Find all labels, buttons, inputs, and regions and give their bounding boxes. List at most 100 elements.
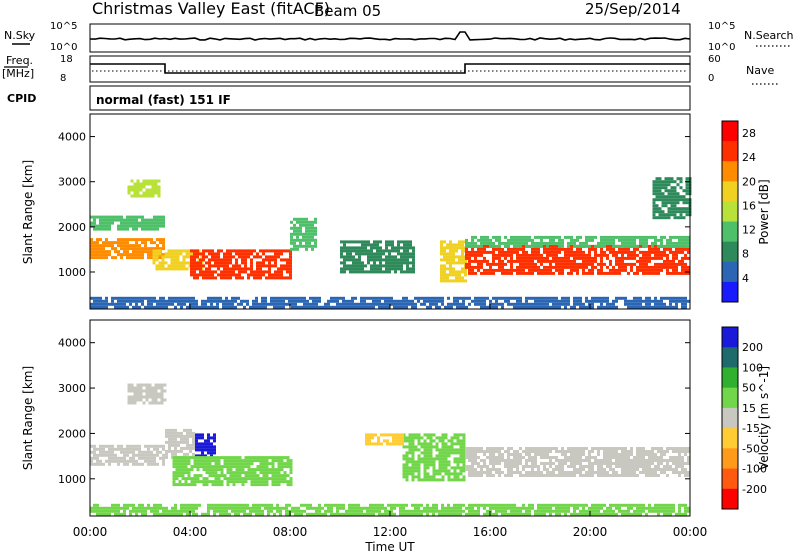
heatmap-cell: [452, 249, 455, 253]
heatmap-cell: [600, 302, 603, 306]
heatmap-cell: [462, 305, 465, 309]
heatmap-cell: [311, 232, 314, 236]
heatmap-cell: [516, 506, 519, 510]
heatmap-cell: [246, 512, 249, 516]
heatmap-cell: [486, 450, 489, 453]
velocity-y-label: Slant Range [km]: [21, 366, 35, 470]
heatmap-cell: [184, 471, 188, 475]
heatmap-cell: [423, 445, 427, 449]
heatmap-cell: [519, 247, 522, 251]
heatmap-cell: [223, 462, 227, 466]
heatmap-cell: [381, 503, 384, 507]
heatmap-cell: [654, 250, 657, 254]
heatmap-cell: [411, 451, 415, 455]
heatmap-cell: [189, 503, 192, 507]
heatmap-cell: [670, 207, 674, 211]
heatmap-cell: [357, 509, 360, 513]
heatmap-cell: [247, 459, 251, 463]
heatmap-cell: [376, 255, 379, 259]
heatmap-cell: [171, 449, 174, 453]
heatmap-cell: [666, 468, 669, 471]
heatmap-cell: [676, 177, 680, 181]
heatmap-cell: [516, 259, 519, 263]
heatmap-cell: [519, 459, 522, 462]
heatmap-cell: [652, 201, 656, 205]
heatmap-cell: [468, 447, 471, 450]
heatmap-cell: [358, 240, 361, 244]
heatmap-cell: [198, 445, 201, 449]
heatmap-cell: [374, 442, 377, 446]
heatmap-cell: [261, 503, 264, 507]
heatmap-cell: [570, 244, 573, 248]
heatmap-cell: [531, 459, 534, 462]
heatmap-cell: [537, 506, 540, 510]
heatmap-cell: [306, 503, 309, 507]
heatmap-cell: [687, 456, 690, 459]
heatmap-cell: [438, 296, 441, 300]
heatmap-cell: [411, 478, 415, 482]
heatmap-cell: [486, 471, 489, 474]
heatmap-cell: [138, 250, 141, 254]
heatmap-cell: [543, 453, 546, 456]
heatmap-cell: [654, 244, 657, 248]
heatmap-cell: [558, 512, 561, 516]
heatmap-cell: [432, 472, 436, 476]
heatmap-cell: [400, 246, 403, 250]
heatmap-cell: [196, 252, 199, 256]
heatmap-cell: [684, 450, 687, 453]
heatmap-cell: [280, 474, 284, 478]
heatmap-cell: [636, 509, 639, 513]
heatmap-cell: [567, 459, 570, 462]
heatmap-cell: [136, 383, 140, 387]
heatmap-cell: [630, 302, 633, 306]
colorbar-tick-label: -50: [742, 442, 760, 455]
heatmap-cell: [678, 244, 681, 248]
heatmap-cell: [658, 177, 662, 181]
heatmap-cell: [663, 296, 666, 300]
heatmap-cell: [300, 503, 303, 507]
heatmap-cell: [573, 238, 576, 242]
heatmap-cell: [202, 270, 205, 274]
heatmap-cell: [250, 456, 254, 460]
heatmap-cell: [636, 268, 639, 272]
heatmap-cell: [681, 238, 684, 242]
heatmap-cell: [642, 471, 645, 474]
heatmap-cell: [289, 255, 292, 259]
heatmap-cell: [171, 440, 174, 444]
heatmap-cell: [370, 255, 373, 259]
heatmap-cell: [528, 465, 531, 468]
heatmap-cell: [93, 256, 96, 260]
colorbar-frame: [721, 326, 739, 510]
heatmap-cell: [160, 401, 164, 405]
heatmap-cell: [232, 456, 236, 460]
heatmap-cell: [213, 305, 216, 309]
heatmap-cell: [660, 296, 663, 300]
heatmap-cell: [180, 299, 183, 303]
heatmap-cell: [627, 302, 630, 306]
heatmap-cell: [675, 262, 678, 266]
heatmap-cell: [408, 457, 412, 461]
heatmap-cell: [198, 436, 201, 440]
heatmap-cell: [501, 247, 504, 251]
heatmap-cell: [388, 270, 391, 274]
heatmap-cell: [405, 460, 409, 464]
heatmap-cell: [170, 261, 174, 265]
heatmap-cell: [525, 506, 528, 510]
heatmap-cell: [171, 434, 174, 438]
heatmap-cell: [600, 465, 603, 468]
heatmap-cell: [376, 240, 379, 244]
heatmap-cell: [459, 296, 462, 300]
heatmap-cell: [241, 471, 245, 475]
heatmap-cell: [145, 383, 149, 387]
heatmap-cell: [486, 241, 489, 245]
heatmap-cell: [90, 462, 93, 466]
heatmap-cell: [306, 299, 309, 303]
heatmap-cell: [663, 265, 666, 269]
heatmap-cell: [388, 240, 391, 244]
heatmap-cell: [489, 462, 492, 465]
heatmap-cell: [201, 445, 204, 449]
heatmap-cell: [220, 264, 223, 268]
heatmap-cell: [573, 474, 576, 477]
heatmap-cell: [229, 252, 232, 256]
heatmap-cell: [426, 454, 430, 458]
